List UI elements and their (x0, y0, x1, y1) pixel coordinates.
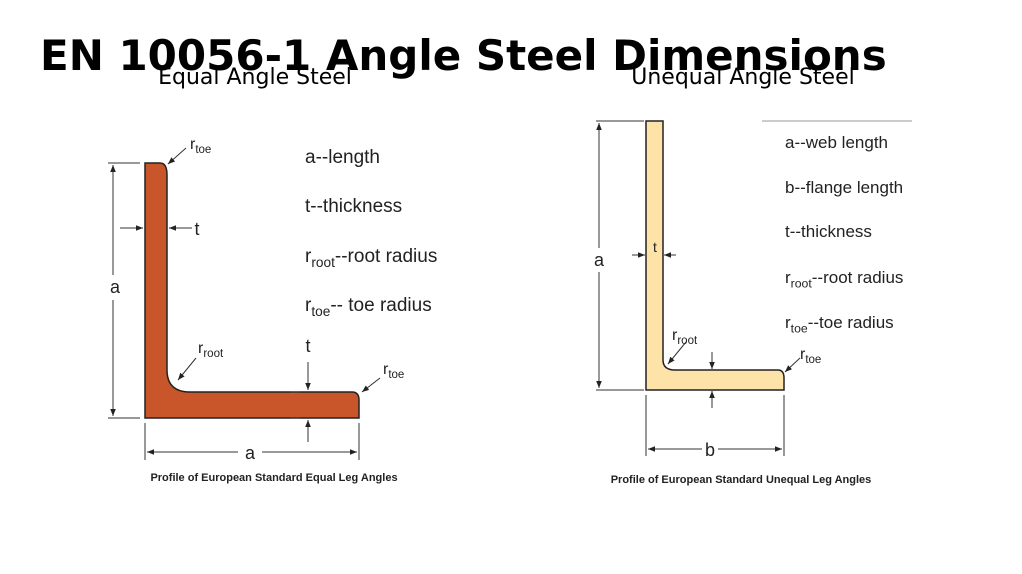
legend-item: rroot--root radius (305, 246, 437, 270)
diagram-label: a (594, 250, 605, 270)
legend-text: t--thickness (785, 222, 872, 241)
subscript: toe (311, 304, 330, 319)
diagram-label: rroot (672, 327, 698, 347)
legend-item: b--flange length (785, 178, 903, 197)
symbol: r (800, 346, 806, 363)
legend-text: --root radius (812, 268, 904, 287)
caption: Profile of European Standard Equal Leg A… (150, 472, 397, 484)
legend-text: b--flange length (785, 178, 903, 197)
legend-text: t--thickness (305, 196, 402, 217)
legend-item: rtoe--toe radius (785, 313, 894, 335)
unequal-angle-diagram (596, 120, 912, 456)
legend-item: t--thickness (785, 222, 872, 241)
symbol: r (785, 268, 791, 287)
diagram-label: a (110, 277, 121, 297)
dimension-lines (596, 120, 801, 456)
legend-text: --toe radius (808, 313, 894, 332)
diagram-label: t (653, 239, 657, 255)
subscript: root (791, 276, 813, 290)
subscript: toe (791, 321, 808, 335)
symbol: a (245, 443, 256, 463)
diagram-label: a (245, 443, 256, 463)
subscript: toe (388, 369, 404, 381)
title: EN 10056-1 Angle Steel Dimensions (40, 31, 887, 80)
diagram-label: t (305, 336, 310, 356)
legend-text: a--length (305, 147, 380, 168)
subscript: root (677, 335, 698, 347)
legend-text: -- toe radius (330, 295, 431, 316)
legend-item: a--web length (785, 133, 888, 152)
legend-item: rtoe-- toe radius (305, 295, 432, 319)
diagram-label: b (705, 440, 715, 460)
legend-text: a--web length (785, 133, 888, 152)
symbol: r (383, 361, 389, 378)
symbol: r (785, 313, 791, 332)
symbol: r (305, 295, 312, 316)
symbol: t (194, 219, 199, 239)
panel-heading: Equal Angle Steel (158, 65, 352, 90)
panel-heading: Unequal Angle Steel (631, 65, 854, 90)
diagram-label: rtoe (190, 136, 211, 156)
symbol: r (198, 340, 204, 357)
legend-item: a--length (305, 147, 380, 168)
symbol: t (305, 336, 310, 356)
symbol: b (705, 440, 715, 460)
dimension-lines (108, 147, 381, 460)
legend-item: rroot--root radius (785, 268, 903, 290)
diagram-label: t (194, 219, 199, 239)
angle-profile (144, 162, 360, 419)
diagram-label: rroot (198, 340, 224, 360)
symbol: t (653, 239, 657, 255)
subscript: root (203, 348, 224, 360)
angle-profile (645, 120, 785, 391)
legend-text: --root radius (335, 246, 437, 267)
symbol: a (110, 277, 121, 297)
diagram-label: rtoe (383, 361, 404, 381)
diagram-label: rtoe (800, 346, 821, 366)
equal-angle-diagram (108, 147, 381, 460)
subscript: toe (805, 354, 821, 366)
symbol: r (672, 327, 678, 344)
legend-item: t--thickness (305, 196, 402, 217)
symbol: r (190, 136, 196, 153)
symbol: a (594, 250, 605, 270)
subscript: root (311, 255, 335, 270)
subscript: toe (195, 144, 211, 156)
caption: Profile of European Standard Unequal Leg… (611, 474, 872, 486)
symbol: r (305, 246, 312, 267)
